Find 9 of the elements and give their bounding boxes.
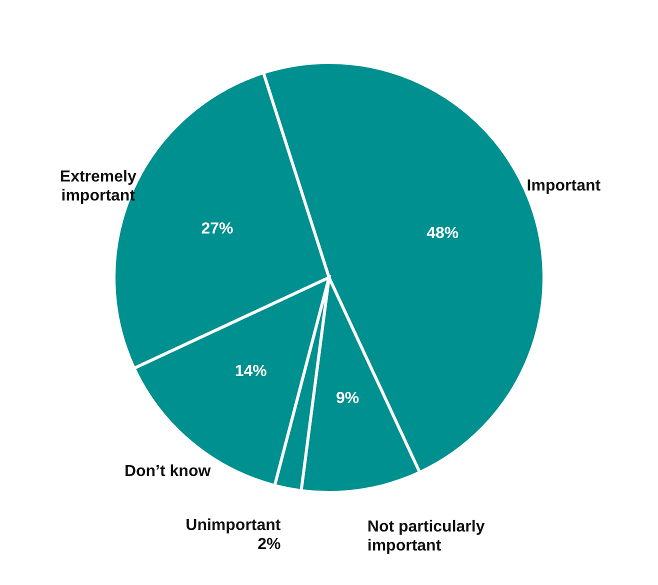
- data-label: 27%: [201, 220, 234, 238]
- slice-label: Not particularly important: [367, 518, 485, 555]
- slice-label: Don’t know: [124, 463, 212, 480]
- data-label: 9%: [336, 390, 360, 408]
- slice-label: Important: [526, 178, 602, 195]
- data-label: 2%: [258, 536, 281, 553]
- data-label: 48%: [426, 225, 459, 242]
- data-label: 14%: [234, 363, 267, 380]
- slice-label: Unimportant: [186, 516, 282, 534]
